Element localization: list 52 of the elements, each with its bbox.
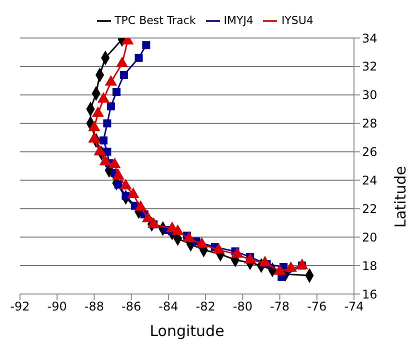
y-tick-label: 20 [362, 230, 378, 244]
y-tick-label: 18 [362, 258, 378, 273]
x-tick-label: -78 [270, 300, 290, 314]
x-tick-label: -86 [122, 300, 142, 314]
point [148, 217, 160, 228]
point [258, 256, 272, 266]
point [106, 102, 115, 110]
point [108, 158, 121, 168]
point [120, 178, 132, 190]
point [134, 200, 147, 211]
legend-label: TPC Best Track [114, 14, 196, 28]
legend-label: IYSU4 [281, 14, 314, 28]
point [134, 54, 143, 62]
point [296, 258, 308, 270]
point [212, 242, 225, 254]
point [100, 136, 108, 144]
y-tick-label: 32 [362, 60, 378, 74]
point [274, 264, 286, 275]
point [103, 119, 112, 128]
point [284, 261, 297, 272]
point [182, 232, 195, 242]
point [142, 41, 150, 50]
point [112, 88, 120, 96]
x-tick-label: -92 [10, 300, 30, 314]
point [116, 56, 128, 68]
y-axis-title: Latitude [391, 166, 410, 228]
y-tick-label: 28 [362, 116, 378, 131]
y-tick-label: 24 [362, 173, 378, 188]
point [94, 144, 106, 156]
point [104, 75, 117, 86]
x-tick-label: -74 [344, 300, 364, 314]
point [97, 92, 110, 103]
point [231, 247, 244, 258]
point [92, 106, 104, 117]
y-tick-label: 26 [362, 145, 378, 160]
x-tick-label: -88 [84, 300, 104, 314]
y-tick-label: 22 [362, 202, 378, 216]
x-tick-label: -90 [47, 300, 67, 314]
x-tick-label: -82 [196, 300, 216, 314]
point [120, 70, 128, 79]
y-tick-label: 34 [362, 31, 378, 46]
x-tick-label: -80 [232, 300, 252, 314]
y-tick-label: 16 [362, 287, 378, 302]
point [88, 120, 100, 132]
point [172, 224, 184, 235]
x-axis-title: Longitude [150, 322, 224, 340]
legend-label: IMYJ4 [224, 14, 254, 28]
x-tick-label: -76 [307, 300, 327, 314]
y-tick-label: 30 [362, 88, 378, 102]
point [99, 154, 112, 166]
x-tick-label: -84 [158, 300, 178, 314]
point [196, 237, 208, 248]
